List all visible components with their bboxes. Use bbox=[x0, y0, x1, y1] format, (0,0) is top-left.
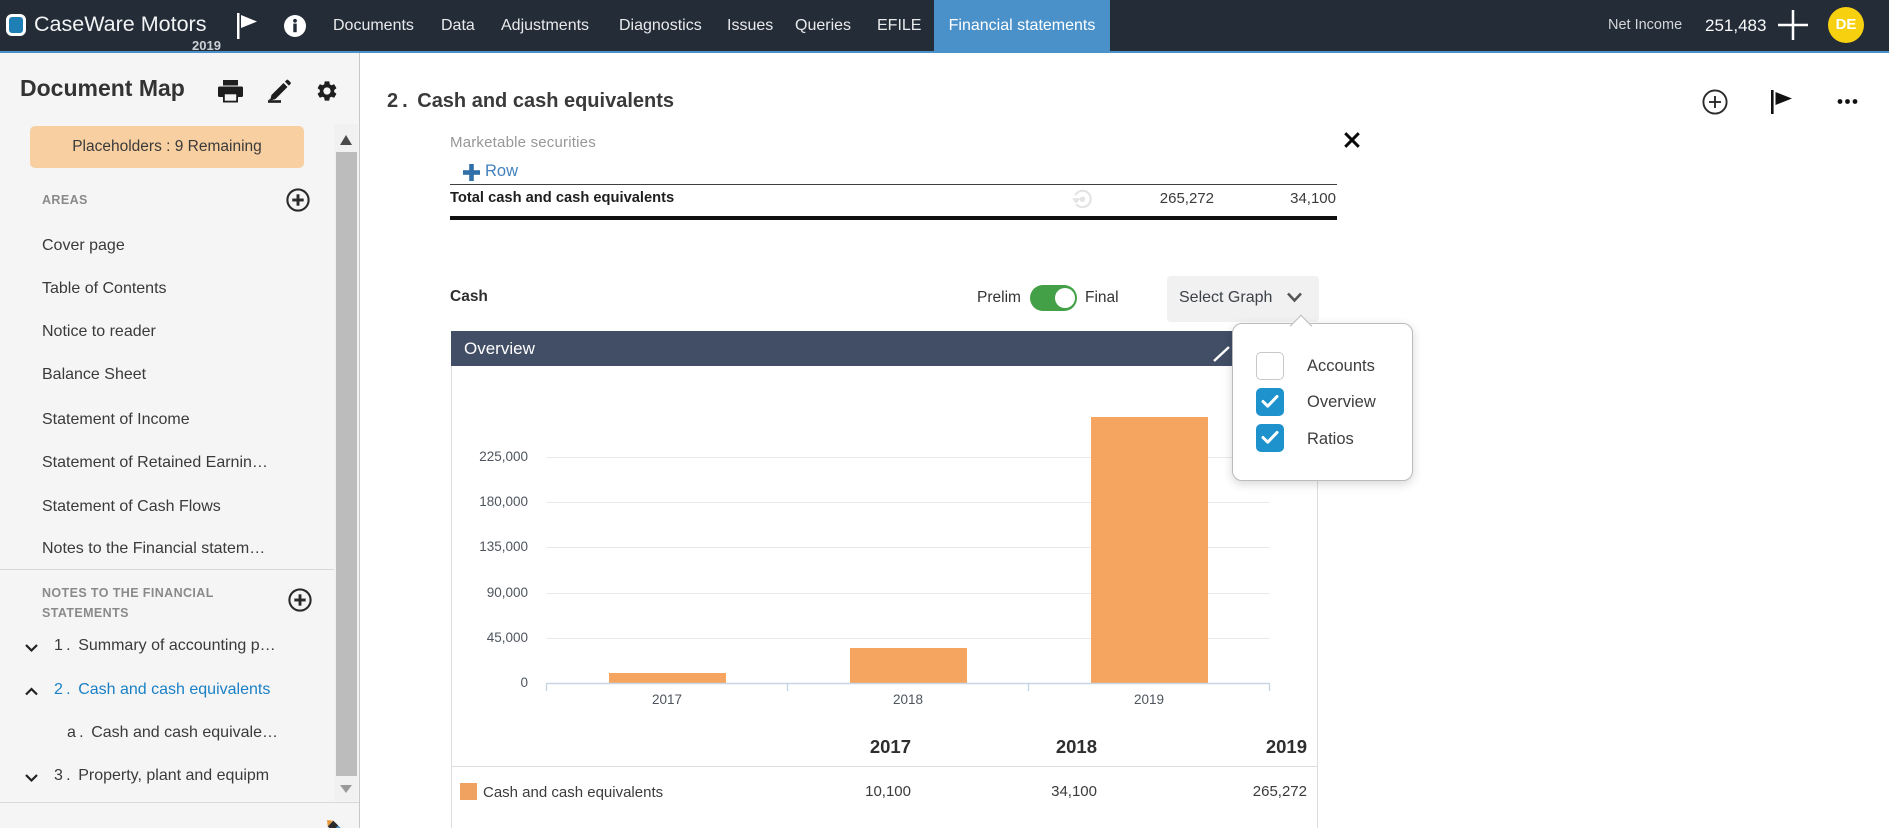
svg-text:225,000: 225,000 bbox=[479, 449, 528, 464]
svg-text:180,000: 180,000 bbox=[479, 494, 528, 509]
svg-text:45,000: 45,000 bbox=[487, 630, 528, 645]
svg-text:135,000: 135,000 bbox=[479, 539, 528, 554]
svg-text:0: 0 bbox=[520, 675, 528, 690]
svg-text:90,000: 90,000 bbox=[487, 585, 528, 600]
svg-text:2019: 2019 bbox=[1134, 692, 1164, 707]
svg-text:2017: 2017 bbox=[652, 692, 682, 707]
svg-text:2018: 2018 bbox=[893, 692, 923, 707]
